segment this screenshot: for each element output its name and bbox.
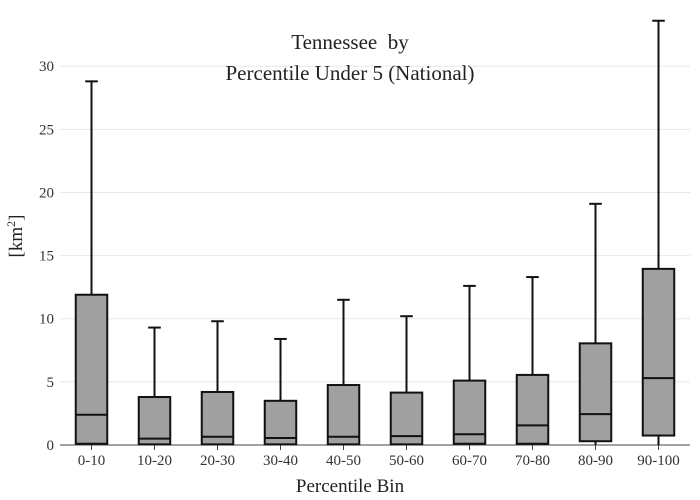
- x-tick-label: 50-60: [389, 453, 424, 469]
- y-axis-label-base: [km: [6, 226, 28, 258]
- x-axis-label: Percentile Bin: [295, 476, 405, 497]
- y-tick-label: 5: [47, 375, 55, 391]
- y-tick-label: 15: [39, 249, 54, 265]
- x-tick-label: 0-10: [78, 453, 106, 469]
- y-tick-label: 25: [39, 122, 54, 138]
- box: [326, 384, 361, 446]
- y-tick-label: 30: [39, 59, 54, 75]
- box: [641, 267, 676, 437]
- boxes: [74, 19, 676, 446]
- y-axis: 0 5 10 15 20 25 30: [39, 59, 54, 454]
- x-tick-label: 40-50: [326, 453, 361, 469]
- y-axis-label: [km2]: [4, 215, 28, 258]
- y-axis-label-sup: 2: [3, 220, 18, 227]
- x-tick-label: 90-100: [637, 453, 680, 469]
- box: [200, 390, 235, 446]
- x-tick-label: 70-80: [515, 453, 550, 469]
- x-tick-label: 30-40: [263, 453, 298, 469]
- x-tick-label: 80-90: [578, 453, 613, 469]
- y-tick-label: 20: [39, 185, 54, 201]
- y-tick-label: 0: [47, 438, 55, 454]
- x-tick-label: 10-20: [137, 453, 172, 469]
- box: [452, 379, 487, 445]
- chart-title-line-2: Percentile Under 5 (National): [225, 61, 475, 85]
- box: [515, 373, 550, 445]
- x-tick-label: 60-70: [452, 453, 487, 469]
- box: [137, 396, 172, 446]
- box: [74, 293, 109, 445]
- box: [578, 342, 613, 443]
- x-axis: 0-10 10-20 20-30 30-40 40-50 50-60 60-70 70-80 8…: [60, 444, 690, 469]
- chart-title-line-1: Tennessee by: [291, 30, 409, 54]
- y-tick-label: 10: [39, 312, 54, 328]
- x-tick-label: 20-30: [200, 453, 235, 469]
- y-axis-label-end: ]: [6, 214, 28, 221]
